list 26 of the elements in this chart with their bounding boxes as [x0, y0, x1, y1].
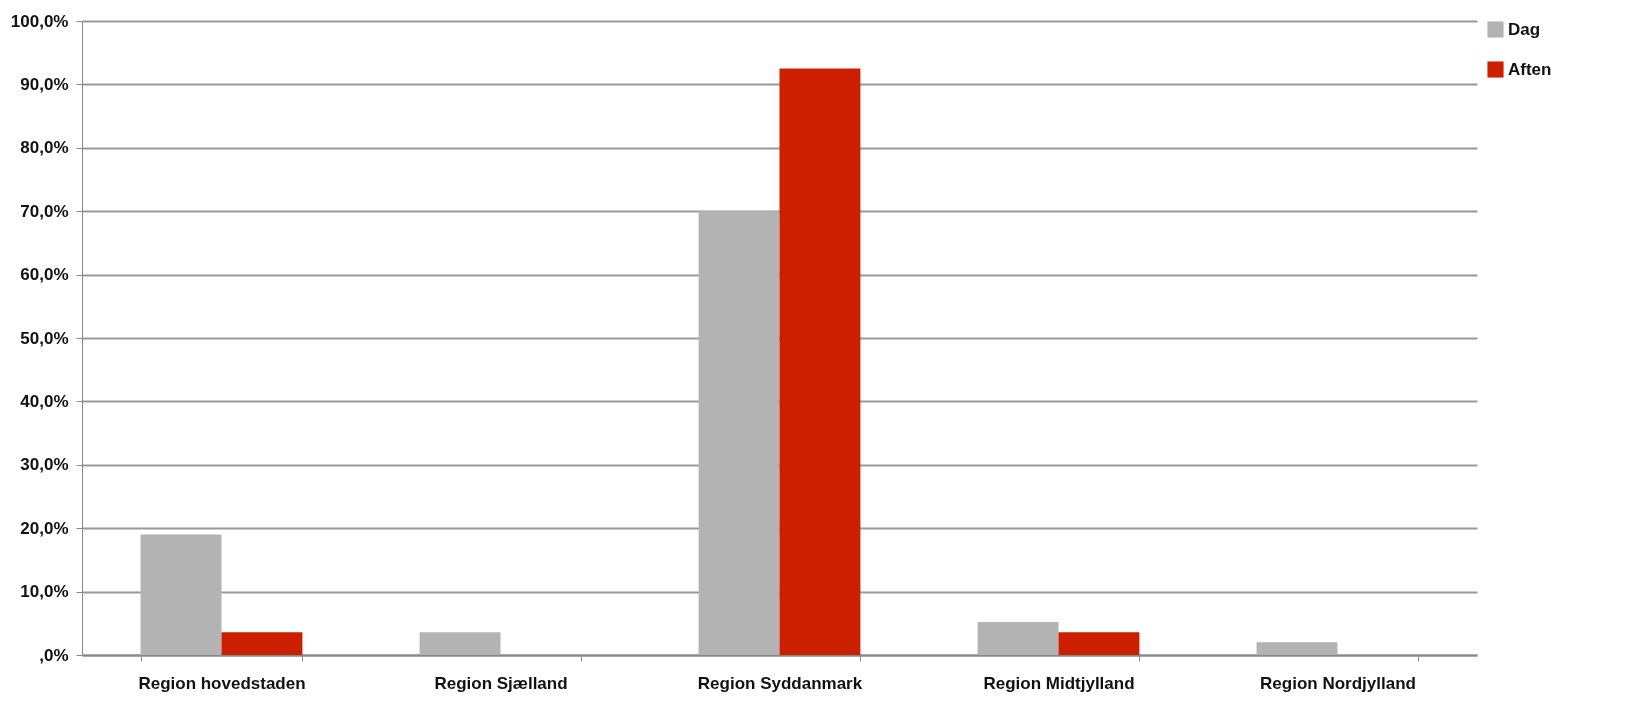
y-tick-label: 50,0%: [20, 328, 69, 348]
legend-label: Dag: [1508, 19, 1541, 39]
y-tick-label: 100,0%: [10, 11, 69, 31]
bar: [221, 632, 303, 655]
y-tick-label: 90,0%: [20, 74, 69, 94]
bar: [977, 622, 1059, 655]
bar: [140, 534, 222, 655]
y-tick-label: 40,0%: [20, 391, 69, 411]
x-tick-label: Region Nordjylland: [1260, 673, 1416, 693]
y-tick-label: 30,0%: [20, 455, 69, 475]
x-tick-label: Region Sjælland: [434, 673, 568, 693]
y-tick-label: ,0%: [39, 645, 69, 665]
bar: [698, 211, 780, 655]
y-tick-label: 20,0%: [20, 518, 69, 538]
bar: [419, 632, 501, 655]
y-tick-label: 60,0%: [20, 265, 69, 285]
legend-label: Aften: [1508, 59, 1552, 79]
bar: [1058, 632, 1140, 655]
bar: [1256, 642, 1338, 655]
y-tick-label: 80,0%: [20, 138, 69, 158]
x-tick-label: Region hovedstaden: [138, 673, 306, 693]
y-tick-label: 10,0%: [20, 582, 69, 602]
x-tick-label: Region Syddanmark: [697, 673, 863, 693]
y-tick-label: 70,0%: [20, 201, 69, 221]
x-tick-label: Region Midtjylland: [983, 673, 1135, 693]
bar: [779, 68, 861, 655]
